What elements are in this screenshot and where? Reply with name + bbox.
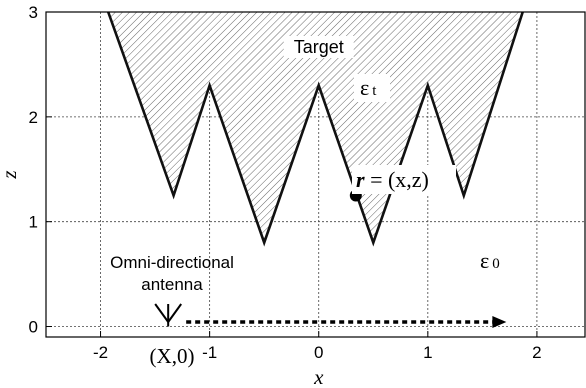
point-label: r = (x,z)	[356, 167, 429, 192]
z-tick-label: 0	[29, 318, 38, 337]
point-label-coords: = (x,z)	[365, 167, 429, 192]
x-tick-label: -2	[93, 343, 108, 362]
z-tick-label: 2	[29, 108, 38, 127]
antenna-label-line2: antenna	[141, 275, 203, 294]
antenna-arm-right	[167, 303, 182, 323]
antenna-icon	[154, 303, 182, 327]
antenna-position-label: (X,0)	[150, 344, 195, 368]
target-boundary	[106, 12, 524, 247]
x-tick-label: 0	[314, 343, 323, 362]
epsilon-subscript-0: 0	[492, 256, 500, 272]
x-tick-label: 1	[423, 343, 432, 362]
target-region	[108, 12, 523, 243]
z-tick-label: 3	[29, 3, 38, 22]
grid-lines	[46, 12, 586, 337]
target-label-background	[283, 36, 354, 58]
point-label-background	[352, 165, 456, 194]
epsilon-symbol: ε	[360, 75, 369, 100]
x-tick-label: -1	[202, 343, 217, 362]
target-label: Target	[294, 37, 344, 57]
point-label-r: r	[356, 167, 365, 192]
antenna-label-line1: Omni-directional	[110, 253, 234, 272]
arrow-head	[492, 316, 507, 328]
antenna-arm-left	[154, 303, 169, 323]
z-axis-label: z	[0, 170, 21, 179]
x-axis-label: x	[313, 365, 324, 388]
plot-frame	[45, 11, 586, 338]
x-tick-label: 2	[532, 343, 541, 362]
z-tick-label: 1	[29, 213, 38, 232]
axis-ticks: -2 -1 0 1 2 0 1 2 3	[29, 3, 542, 362]
epsilon-symbol-bg: ε	[480, 248, 489, 273]
epsilon-subscript-t: t	[372, 83, 377, 99]
epsilon-t-background	[354, 74, 390, 102]
